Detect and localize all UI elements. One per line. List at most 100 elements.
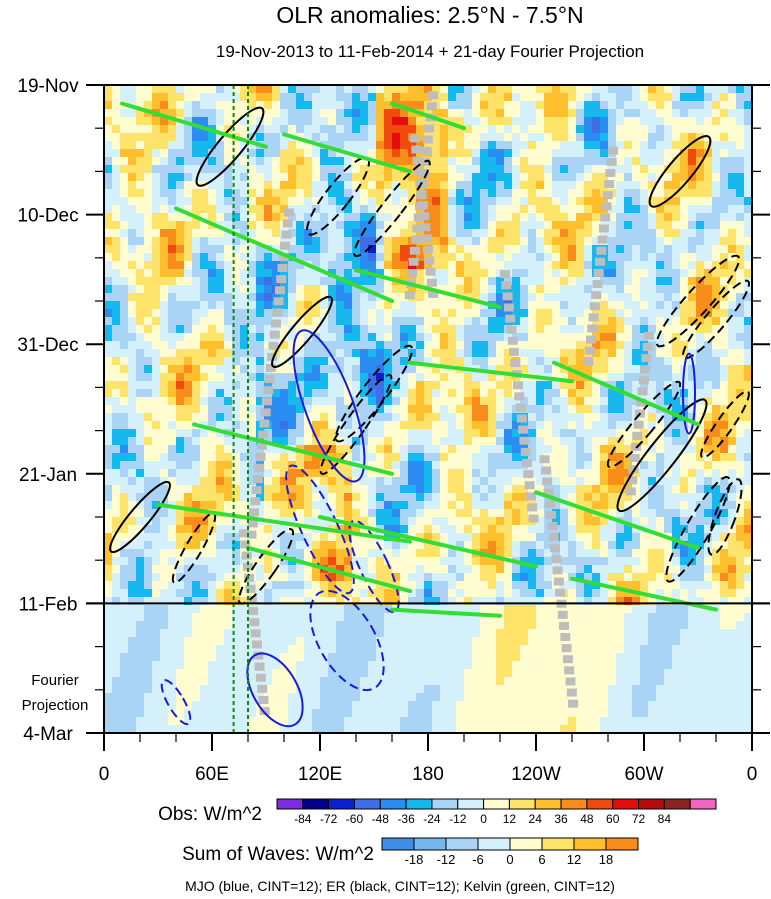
heatmap-cell: [232, 381, 241, 390]
heatmap-cell: [152, 477, 161, 486]
heatmap-cell: [584, 453, 593, 462]
heatmap-cell: [496, 261, 505, 270]
heatmap-cell: [264, 477, 273, 486]
heatmap-cell: [368, 493, 377, 502]
heatmap-cell: [560, 101, 569, 110]
heatmap-cell: [160, 541, 169, 550]
heatmap-cell: [192, 109, 201, 118]
heatmap-cell: [480, 437, 489, 446]
heatmap-cell: [216, 245, 225, 254]
heatmap-cell: [512, 509, 521, 518]
heatmap-cell: [280, 429, 289, 438]
heatmap-cell: [424, 405, 433, 414]
heatmap-cell: [536, 405, 545, 414]
heatmap-cell: [456, 397, 465, 406]
heatmap-cell: [160, 405, 169, 414]
heatmap-cell: [128, 181, 137, 190]
heatmap-cell: [184, 277, 193, 286]
heatmap-cell: [336, 101, 345, 110]
heatmap-cell: [480, 181, 489, 190]
heatmap-cell: [744, 373, 752, 382]
heatmap-cell: [144, 365, 153, 374]
heatmap-cell: [704, 357, 713, 366]
heatmap-cell: [184, 533, 193, 542]
heatmap-cell: [264, 269, 273, 278]
heatmap-cell: [520, 213, 529, 222]
heatmap-cell: [664, 541, 673, 550]
heatmap-cell: [384, 557, 393, 566]
heatmap-cell: [712, 253, 721, 262]
heatmap-cell: [384, 189, 393, 198]
heatmap-cell: [600, 453, 609, 462]
heatmap-cell: [424, 477, 433, 486]
heatmap-cell: [720, 237, 729, 246]
heatmap-cell: [680, 389, 689, 398]
heatmap-cell: [440, 437, 449, 446]
heatmap-cell: [232, 109, 241, 118]
heatmap-cell: [264, 501, 273, 510]
heatmap-cell: [312, 549, 321, 558]
heatmap-cell: [224, 261, 233, 270]
heatmap-cell: [208, 149, 217, 158]
heatmap-cell: [656, 341, 665, 350]
heatmap-cell: [184, 437, 193, 446]
heatmap-cell: [720, 389, 729, 398]
heatmap-cell: [568, 397, 577, 406]
heatmap-cell: [336, 213, 345, 222]
heatmap-cell: [536, 173, 545, 182]
heatmap-cell: [664, 205, 673, 214]
heatmap-cell: [320, 301, 329, 310]
heatmap-cell: [464, 133, 473, 142]
heatmap-cell: [256, 509, 265, 518]
heatmap-cell: [704, 237, 713, 246]
heatmap-cell: [216, 445, 225, 454]
heatmap-cell: [576, 501, 585, 510]
heatmap-cell: [736, 141, 745, 150]
heatmap-cell: [632, 237, 641, 246]
heatmap-cell: [320, 309, 329, 318]
heatmap-cell: [688, 85, 697, 94]
heatmap-cell: [584, 269, 593, 278]
heatmap-cell: [560, 261, 569, 270]
heatmap-cell: [176, 261, 185, 270]
heatmap-cell: [592, 525, 601, 534]
heatmap-cell: [120, 253, 129, 262]
heatmap-cell: [272, 189, 281, 198]
heatmap-cell: [736, 421, 745, 430]
heatmap-cell: [184, 141, 193, 150]
heatmap-cell: [368, 301, 377, 310]
heatmap-cell: [376, 277, 385, 286]
heatmap-cell: [456, 221, 465, 230]
heatmap-cell: [680, 301, 689, 310]
heatmap-cell: [560, 125, 569, 134]
heatmap-cell: [496, 557, 505, 566]
heatmap-cell: [184, 293, 193, 302]
heatmap-cell: [440, 221, 449, 230]
heatmap-cell: [480, 525, 489, 534]
heatmap-cell: [224, 205, 233, 214]
heatmap-cell: [136, 261, 145, 270]
heatmap-cell: [648, 181, 657, 190]
heatmap-cell: [632, 557, 641, 566]
heatmap-cell: [208, 333, 217, 342]
heatmap-cell: [520, 325, 529, 334]
heatmap-cell: [504, 517, 513, 526]
heatmap-cell: [280, 85, 289, 94]
heatmap-cell: [448, 181, 457, 190]
heatmap-cell: [336, 477, 345, 486]
heatmap-cell: [112, 333, 121, 342]
heatmap-cell: [384, 301, 393, 310]
heatmap-cell: [648, 429, 657, 438]
heatmap-cell: [472, 437, 481, 446]
heatmap-cell: [216, 541, 225, 550]
heatmap-cell: [112, 549, 121, 558]
heatmap-cell: [400, 317, 409, 326]
heatmap-cell: [256, 221, 265, 230]
heatmap-cell: [200, 365, 209, 374]
heatmap-cell: [448, 341, 457, 350]
heatmap-cell: [240, 469, 249, 478]
heatmap-cell: [112, 197, 121, 206]
heatmap-cell: [424, 389, 433, 398]
heatmap-cell: [576, 93, 585, 102]
heatmap-cell: [256, 269, 265, 278]
